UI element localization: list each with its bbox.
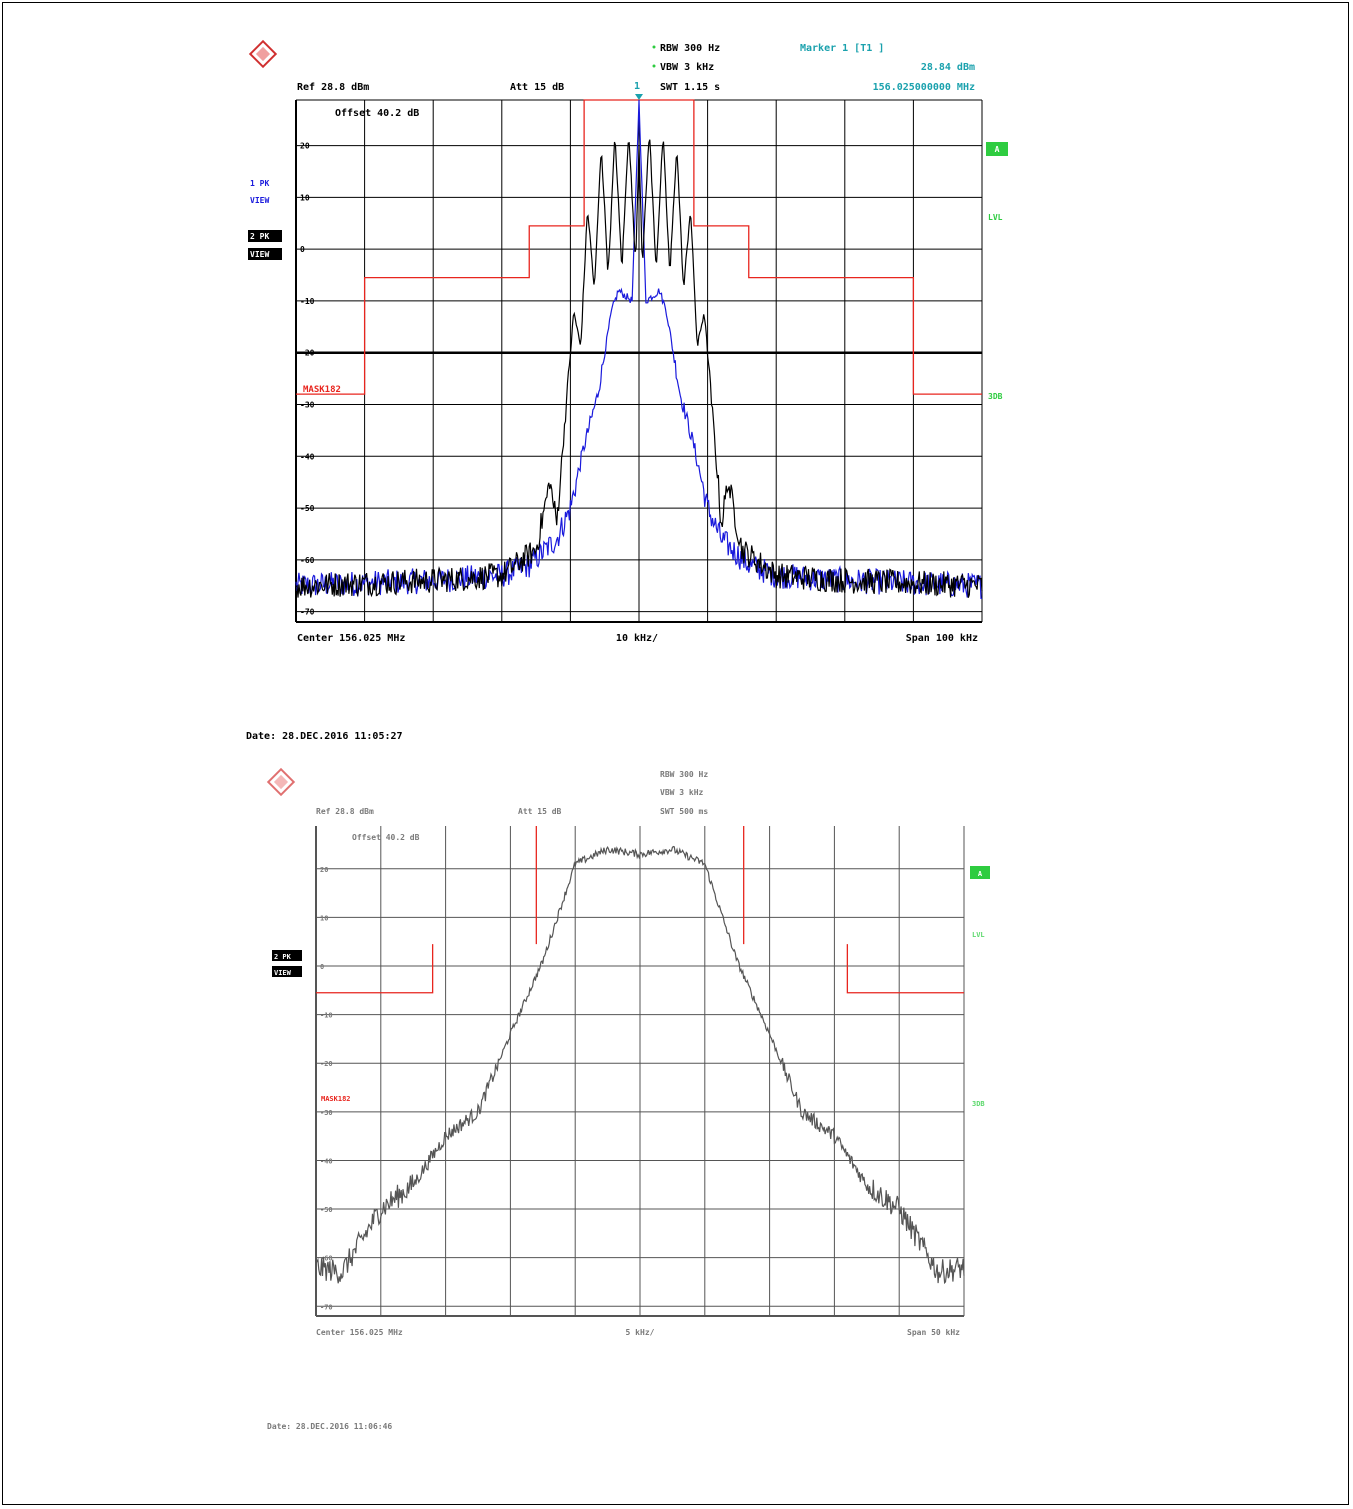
mask-label-2: MASK182	[321, 1095, 351, 1103]
offset-readout-2: Offset 40.2 dB	[352, 833, 420, 842]
y-tick-label: 10	[320, 914, 328, 922]
plot1-grid	[295, 99, 983, 623]
trace1-label-line2: VIEW	[250, 196, 269, 205]
y-tick-label: 20	[300, 142, 310, 151]
plot2-grid	[315, 826, 965, 1317]
swt-readout: SWT 1.15 s	[660, 82, 720, 93]
plot1-y-tick-labels: 20 10 0 -10 -20 -30 -40 -50 -60 -70	[300, 142, 315, 617]
right-label-lvl-2: LVL	[972, 931, 985, 939]
center-frequency: Center 156.025 MHz	[297, 633, 405, 644]
y-tick-label: 10	[300, 193, 310, 202]
y-tick-label: 20	[320, 866, 328, 874]
limit-mask-segment	[316, 944, 434, 994]
y-tick-label: -10	[300, 297, 315, 306]
marker-number: 1	[634, 81, 640, 92]
division-readout-2: 5 kHz/	[626, 1328, 655, 1337]
y-tick-label: -50	[300, 504, 315, 513]
span-readout: Span 100 kHz	[906, 633, 978, 644]
vbw-readout: VBW 3 kHz	[660, 62, 714, 73]
plot2-limit-mask	[316, 826, 964, 994]
y-tick-label: -20	[300, 349, 315, 358]
plot2-y-tick-labels: 20 10 0 -10 -20 -30 -40 -50 -60 -70	[320, 866, 333, 1312]
rbw-readout-2: RBW 300 Hz	[660, 770, 708, 779]
center-frequency-2: Center 156.025 MHz	[316, 1328, 403, 1337]
limit-mask-segment	[846, 944, 964, 994]
trace-1	[315, 845, 965, 1285]
y-tick-label: -30	[320, 1109, 333, 1117]
trace2-label-line1-p2: 2 PK	[274, 953, 292, 961]
ref-level-readout-2: Ref 28.8 dBm	[316, 807, 374, 816]
marker-title: Marker 1 [T1 ]	[800, 43, 884, 54]
y-tick-label: 0	[320, 963, 324, 971]
attenuation-readout: Att 15 dB	[510, 82, 564, 93]
mask-label: MASK182	[303, 385, 341, 395]
date-stamp: Date: 28.DEC.2016 11:05:27	[246, 731, 403, 742]
y-tick-label: -50	[320, 1206, 333, 1214]
right-label-3db: 3DB	[988, 392, 1003, 401]
division-readout: 10 kHz/	[616, 633, 658, 644]
marker-frequency: 156.025000000 MHz	[873, 82, 975, 93]
attenuation-readout-2: Att 15 dB	[518, 807, 562, 816]
plot1-traces	[295, 94, 983, 600]
right-label-a-2: A	[978, 870, 983, 878]
rohde-schwarz-logo	[248, 39, 278, 69]
spectrum-plot-2: RBW 300 Hz VBW 3 kHz SWT 500 ms Ref 28.8…	[266, 767, 990, 1431]
plot2-traces	[315, 845, 965, 1285]
rbw-readout: RBW 300 Hz	[660, 43, 720, 54]
y-tick-label: -10	[320, 1012, 333, 1020]
y-tick-label: 0	[300, 245, 305, 254]
trace1-label-line1: 1 PK	[250, 179, 269, 188]
marker-1-indicator	[635, 94, 643, 100]
y-tick-label: -70	[320, 1303, 333, 1311]
y-tick-label: -20	[320, 1060, 333, 1068]
trace-2	[295, 139, 983, 598]
vbw-readout-2: VBW 3 kHz	[660, 788, 704, 797]
ref-level-readout: Ref 28.8 dBm	[297, 82, 369, 93]
marker-level: 28.84 dBm	[921, 62, 975, 73]
swt-readout-2: SWT 500 ms	[660, 807, 708, 816]
y-tick-label: -70	[300, 608, 315, 617]
y-tick-label: -60	[320, 1255, 333, 1263]
y-tick-label: -40	[320, 1157, 333, 1165]
y-tick-label: -30	[300, 401, 315, 410]
spectrum-plot-1: RBW 300 Hz VBW 3 kHz SWT 1.15 s Marker 1…	[246, 39, 1008, 742]
right-label-3db-2: 3DB	[972, 1100, 985, 1108]
date-stamp-2: Date: 28.DEC.2016 11:06:46	[267, 1422, 392, 1431]
trace2-label-line2-p2: VIEW	[274, 969, 292, 977]
offset-readout: Offset 40.2 dB	[335, 108, 419, 119]
trace2-label-line1: 2 PK	[250, 232, 269, 241]
span-readout-2: Span 50 kHz	[907, 1328, 960, 1337]
rohde-schwarz-logo-2	[266, 767, 296, 797]
right-label-a: A	[995, 145, 1000, 154]
y-tick-label: -60	[300, 556, 315, 565]
right-label-lvl: LVL	[988, 213, 1003, 222]
trace2-label-line2: VIEW	[250, 250, 269, 259]
y-tick-label: -40	[300, 452, 315, 461]
